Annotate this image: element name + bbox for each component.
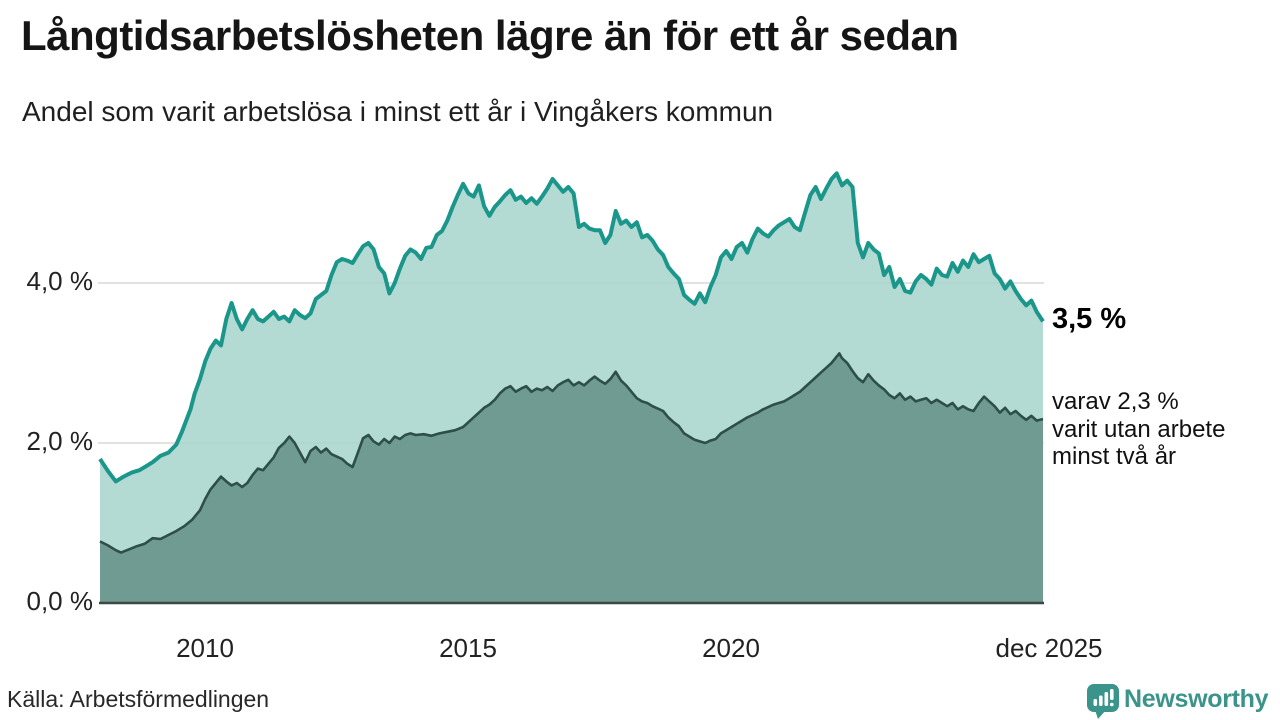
two-year-annotation-line2: varit utan arbete bbox=[1052, 415, 1226, 443]
chart-subtitle: Andel som varit arbetslösa i minst ett å… bbox=[22, 96, 774, 127]
page-title: Långtidsarbetslösheten lägre än för ett … bbox=[21, 12, 959, 59]
y-axis-tick-4: 4,0 % bbox=[26, 266, 94, 296]
x-axis-tick-dec-2025: dec 2025 bbox=[995, 633, 1103, 663]
y-axis-tick-2: 2,0 % bbox=[26, 426, 94, 456]
line-one-year bbox=[98, 171, 1045, 484]
y-axis-tick-0: 0,0 % bbox=[26, 586, 94, 616]
x-axis-tick-2020: 2020 bbox=[702, 633, 760, 663]
two-year-annotation: varav 2,3 % varit utan arbete minst två … bbox=[1052, 388, 1225, 471]
x-axis-tick-2010: 2010 bbox=[176, 633, 234, 663]
area-two-years bbox=[100, 353, 1043, 603]
two-year-annotation-line3: minst två år bbox=[1052, 443, 1177, 470]
newsworthy-brand-name: Newsworthy bbox=[1124, 685, 1269, 713]
latest-value-label: 3,5 % bbox=[1052, 303, 1127, 335]
two-year-annotation-line1: varav 2,3 % bbox=[1052, 388, 1179, 415]
source-credit: Källa: Arbetsförmedlingen bbox=[7, 686, 270, 712]
x-axis-tick-2015: 2015 bbox=[439, 633, 497, 663]
newsworthy-logo-icon bbox=[1087, 684, 1119, 719]
line-two-years bbox=[99, 352, 1044, 554]
